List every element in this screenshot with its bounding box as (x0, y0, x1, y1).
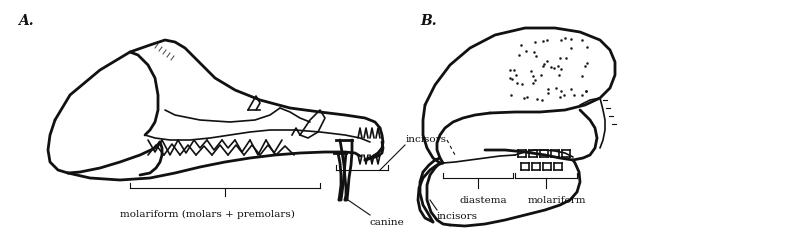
Text: incisors: incisors (437, 212, 478, 221)
Text: molariform: molariform (528, 196, 586, 205)
Text: canine: canine (370, 218, 405, 227)
Text: B.: B. (420, 14, 437, 28)
Text: diastema: diastema (460, 196, 508, 205)
Text: incisors: incisors (406, 136, 447, 144)
Text: molariform (molars + premolars): molariform (molars + premolars) (120, 210, 295, 219)
Text: A.: A. (18, 14, 34, 28)
